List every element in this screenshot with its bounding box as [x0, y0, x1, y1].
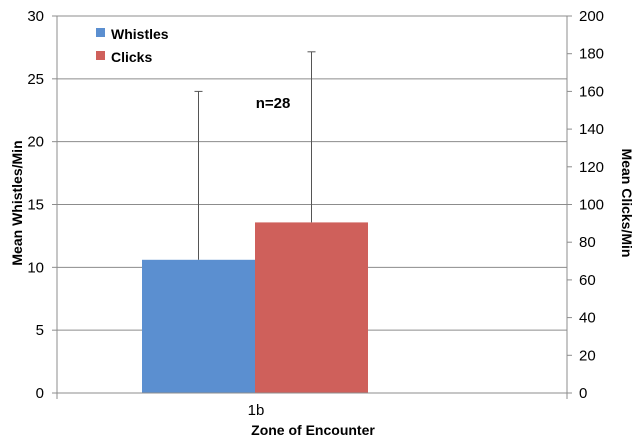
left-tick-label: 0 [36, 385, 44, 402]
right-tick-label: 200 [579, 8, 604, 25]
legend: Whistles Clicks [96, 26, 169, 65]
bars [142, 51, 368, 393]
x-tick-label: 1b [248, 402, 265, 419]
legend-label-clicks: Clicks [111, 49, 152, 65]
right-tick-label: 140 [579, 121, 604, 138]
y-axis-left-title: Mean Whistles/Min [9, 140, 25, 265]
right-tick-label: 120 [579, 159, 604, 176]
left-tick-label: 20 [27, 134, 44, 151]
left-tick-labels: 0 5 10 15 20 25 30 [27, 8, 44, 402]
sample-size-annotation: n=28 [256, 95, 291, 112]
legend-swatch-whistles [96, 28, 105, 37]
right-tick-labels: 0 20 40 60 80 100 120 140 160 180 200 [579, 8, 604, 402]
right-tick-label: 80 [579, 234, 596, 251]
legend-swatch-clicks [96, 51, 105, 60]
right-tick-label: 180 [579, 46, 604, 63]
axes [52, 15, 572, 399]
left-tick-label: 30 [27, 8, 44, 25]
right-tick-label: 160 [579, 83, 604, 100]
bar-whistles [142, 259, 255, 393]
right-tick-label: 60 [579, 272, 596, 289]
x-axis-title: Zone of Encounter [251, 422, 375, 438]
right-tick-label: 20 [579, 347, 596, 364]
left-tick-label: 25 [27, 71, 44, 88]
left-tick-label: 10 [27, 259, 44, 276]
left-tick-label: 15 [27, 197, 44, 214]
bar-clicks [255, 222, 368, 393]
right-tick-label: 40 [579, 310, 596, 327]
left-tick-label: 5 [36, 322, 44, 339]
y-axis-right-title: Mean Clicks/Min [619, 149, 635, 258]
right-tick-label: 0 [579, 385, 587, 402]
legend-label-whistles: Whistles [111, 26, 169, 42]
right-tick-label: 100 [579, 197, 604, 214]
